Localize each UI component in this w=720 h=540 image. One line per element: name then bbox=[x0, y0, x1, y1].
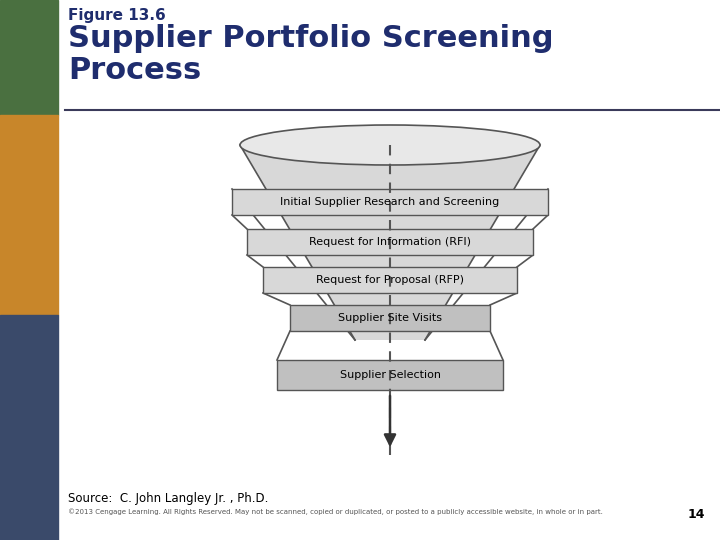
Text: Request for Information (RFI): Request for Information (RFI) bbox=[309, 237, 471, 247]
Ellipse shape bbox=[240, 125, 540, 165]
Bar bbox=[232, 189, 548, 215]
Text: Supplier Portfolio Screening
Process: Supplier Portfolio Screening Process bbox=[68, 24, 554, 85]
Text: Supplier Selection: Supplier Selection bbox=[340, 370, 441, 380]
Bar bbox=[0, 315, 58, 540]
Text: Supplier Site Visits: Supplier Site Visits bbox=[338, 313, 442, 323]
Text: Figure 13.6: Figure 13.6 bbox=[68, 8, 166, 23]
Polygon shape bbox=[240, 145, 540, 340]
Text: Initial Supplier Research and Screening: Initial Supplier Research and Screening bbox=[280, 197, 500, 207]
Bar bbox=[290, 305, 490, 331]
Text: 14: 14 bbox=[688, 508, 705, 521]
Bar bbox=[247, 229, 533, 255]
Text: ©2013 Cengage Learning. All Rights Reserved. May not be scanned, copied or dupli: ©2013 Cengage Learning. All Rights Reser… bbox=[68, 508, 603, 515]
Bar bbox=[0, 0, 58, 115]
Bar bbox=[277, 360, 503, 390]
Bar bbox=[0, 115, 58, 315]
Bar bbox=[263, 267, 517, 293]
Text: Source:  C. John Langley Jr. , Ph.D.: Source: C. John Langley Jr. , Ph.D. bbox=[68, 492, 269, 505]
Text: Request for Proposal (RFP): Request for Proposal (RFP) bbox=[316, 275, 464, 285]
